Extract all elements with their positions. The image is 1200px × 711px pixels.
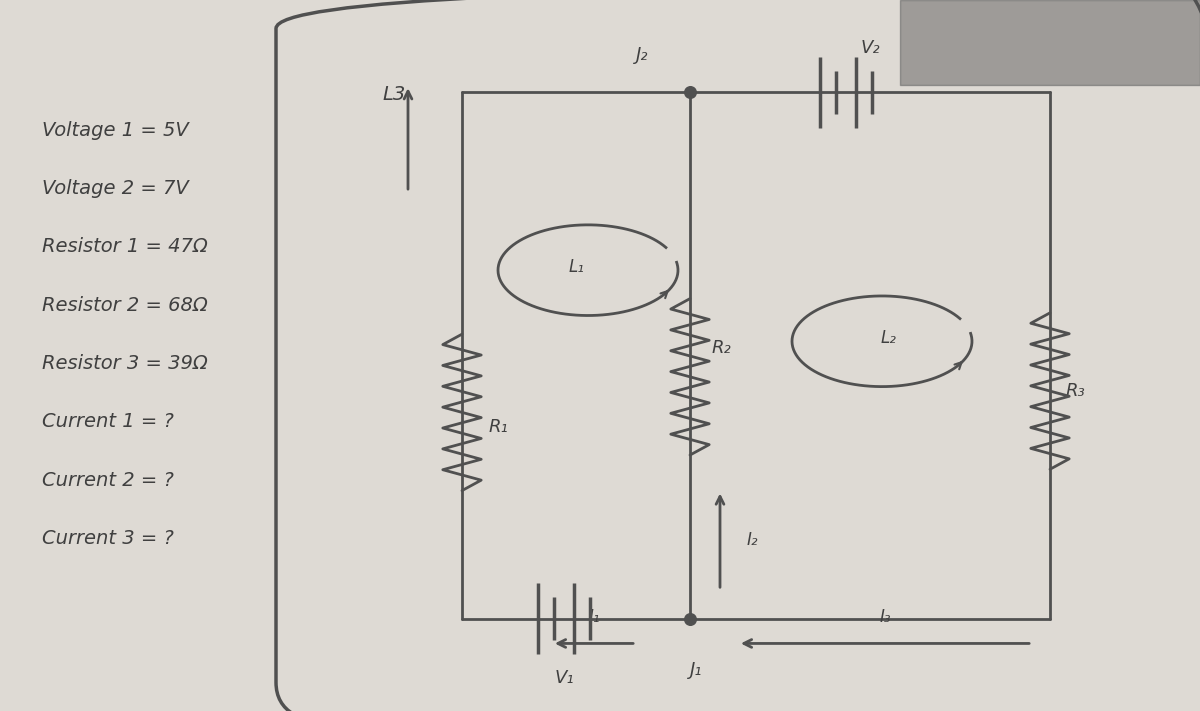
Text: J₂: J₂ <box>636 46 648 65</box>
Text: J₁: J₁ <box>690 661 702 680</box>
Text: Current 2 = ?: Current 2 = ? <box>42 471 174 490</box>
Text: L₂: L₂ <box>880 328 896 347</box>
Text: Current 3 = ?: Current 3 = ? <box>42 529 174 548</box>
Text: Voltage 2 = 7V: Voltage 2 = 7V <box>42 179 188 198</box>
Text: Voltage 1 = 5V: Voltage 1 = 5V <box>42 121 188 140</box>
Text: R₃: R₃ <box>1066 382 1085 400</box>
Text: V₂: V₂ <box>860 39 880 58</box>
Text: V₁: V₁ <box>554 668 574 687</box>
Text: Resistor 1 = 47Ω: Resistor 1 = 47Ω <box>42 237 208 257</box>
Text: Resistor 3 = 39Ω: Resistor 3 = 39Ω <box>42 354 208 373</box>
Text: I₃: I₃ <box>880 608 890 626</box>
Text: Current 1 = ?: Current 1 = ? <box>42 412 174 432</box>
Point <box>680 613 700 624</box>
Text: R₂: R₂ <box>712 339 731 358</box>
Text: L₁: L₁ <box>568 257 584 276</box>
Point <box>680 87 700 98</box>
Text: L3: L3 <box>382 85 406 104</box>
Text: I₁: I₁ <box>588 608 600 626</box>
Text: R₁: R₁ <box>488 417 508 436</box>
Text: Resistor 2 = 68Ω: Resistor 2 = 68Ω <box>42 296 208 315</box>
Text: I₂: I₂ <box>746 531 758 550</box>
